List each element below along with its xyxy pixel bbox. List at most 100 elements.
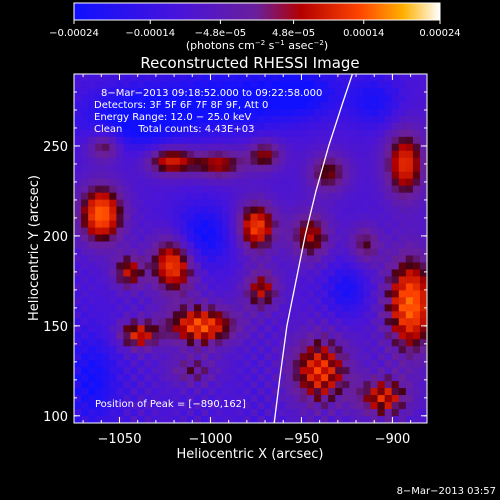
heatmap-cell bbox=[278, 262, 287, 270]
heatmap-cell bbox=[137, 234, 145, 242]
heatmap-cell bbox=[158, 360, 167, 368]
heatmap-cell bbox=[165, 297, 174, 305]
heatmap-cell bbox=[363, 283, 371, 291]
heatmap-cell bbox=[250, 129, 258, 138]
heatmap-cell bbox=[299, 220, 308, 228]
heatmap-cell bbox=[314, 80, 322, 89]
heatmap-cell bbox=[299, 178, 308, 187]
heatmap-cell bbox=[151, 150, 160, 159]
heatmap-cell bbox=[264, 143, 273, 152]
heatmap-cell bbox=[102, 101, 110, 110]
heatmap-cell bbox=[377, 164, 386, 173]
heatmap-cell bbox=[363, 108, 371, 117]
heatmap-cell bbox=[250, 115, 258, 124]
heatmap-cell bbox=[271, 192, 280, 201]
heatmap-cell bbox=[384, 143, 393, 152]
heatmap-cell bbox=[243, 388, 251, 396]
heatmap-cell bbox=[158, 339, 167, 347]
heatmap-cell bbox=[165, 325, 174, 333]
heatmap-cell bbox=[250, 318, 258, 326]
heatmap-cell bbox=[285, 164, 294, 173]
heatmap-cell bbox=[264, 178, 273, 187]
heatmap-cell bbox=[243, 360, 251, 368]
heatmap-cell bbox=[208, 367, 216, 375]
heatmap-cell bbox=[88, 164, 96, 173]
heatmap-cell bbox=[137, 164, 145, 173]
heatmap-cell bbox=[405, 206, 414, 214]
heatmap-cell bbox=[243, 206, 251, 214]
heatmap-cell bbox=[194, 136, 202, 145]
heatmap-cell bbox=[158, 304, 167, 312]
heatmap-cell bbox=[250, 269, 258, 277]
heatmap-cell bbox=[137, 220, 145, 228]
heatmap-cell bbox=[215, 241, 223, 249]
heatmap-cell bbox=[102, 213, 110, 221]
heatmap-cell bbox=[151, 108, 160, 117]
heatmap-cell bbox=[229, 74, 237, 82]
heatmap-cell bbox=[81, 283, 89, 291]
heatmap-cell bbox=[229, 304, 237, 312]
heatmap-cell bbox=[208, 339, 216, 347]
heatmap-cell bbox=[215, 360, 223, 368]
heatmap-cell bbox=[116, 185, 124, 194]
heatmap-cell bbox=[222, 80, 230, 89]
heatmap-cell bbox=[264, 367, 273, 375]
heatmap-cell bbox=[412, 388, 421, 396]
heatmap-cell bbox=[81, 80, 89, 89]
heatmap-cell bbox=[377, 136, 386, 145]
heatmap-cell bbox=[208, 402, 216, 410]
heatmap-cell bbox=[370, 353, 378, 361]
heatmap-cell bbox=[144, 304, 153, 312]
heatmap-cell bbox=[74, 206, 82, 214]
heatmap-cell bbox=[271, 234, 280, 242]
heatmap-cell bbox=[264, 94, 273, 103]
heatmap-cell bbox=[363, 80, 371, 89]
heatmap-cell bbox=[278, 297, 287, 305]
heatmap-cell bbox=[314, 157, 322, 166]
heatmap-cell bbox=[257, 227, 266, 235]
heatmap-cell bbox=[384, 122, 393, 131]
heatmap-cell bbox=[172, 192, 181, 201]
colorbar-tick-label: −4.8e−05 bbox=[195, 28, 247, 39]
heatmap-cell bbox=[306, 339, 315, 347]
heatmap-cell bbox=[271, 171, 280, 180]
heatmap-cell bbox=[405, 241, 414, 249]
colorbar-tick-label: 0.00014 bbox=[343, 28, 384, 39]
heatmap-cell bbox=[229, 206, 237, 214]
heatmap-cell bbox=[123, 157, 131, 166]
heatmap-cell bbox=[151, 87, 160, 96]
heatmap-cell bbox=[215, 248, 223, 256]
heatmap-cell bbox=[116, 206, 124, 214]
heatmap-cell bbox=[194, 367, 202, 375]
heatmap-cell bbox=[109, 395, 117, 403]
heatmap-cell bbox=[412, 136, 421, 145]
heatmap-cell bbox=[144, 353, 153, 361]
heatmap-cell bbox=[356, 304, 364, 312]
heatmap-cell bbox=[215, 171, 223, 180]
footer-timestamp: 8−Mar−2013 03:57 bbox=[397, 486, 496, 497]
heatmap-cell bbox=[257, 220, 266, 228]
heatmap-cell bbox=[179, 115, 188, 124]
heatmap-cell bbox=[123, 374, 131, 382]
heatmap-cell bbox=[335, 234, 343, 242]
heatmap-cell bbox=[363, 94, 371, 103]
heatmap-cell bbox=[194, 178, 202, 187]
heatmap-cell bbox=[363, 185, 371, 194]
heatmap-cell bbox=[144, 325, 153, 333]
heatmap-cell bbox=[236, 80, 244, 89]
heatmap-cell bbox=[342, 185, 350, 194]
heatmap-cell bbox=[419, 241, 427, 249]
heatmap-cell bbox=[116, 353, 124, 361]
heatmap-cell bbox=[285, 255, 294, 263]
heatmap-cell bbox=[215, 87, 223, 96]
heatmap-cell bbox=[243, 220, 251, 228]
heatmap-cell bbox=[328, 115, 336, 124]
heatmap-cell bbox=[116, 290, 124, 298]
heatmap-cell bbox=[335, 129, 343, 138]
heatmap-cell bbox=[321, 255, 329, 263]
heatmap-cell bbox=[236, 164, 244, 173]
heatmap-cell bbox=[306, 269, 315, 277]
heatmap-cell bbox=[314, 283, 322, 291]
heatmap-cell bbox=[377, 234, 386, 242]
heatmap-cell bbox=[314, 269, 322, 277]
